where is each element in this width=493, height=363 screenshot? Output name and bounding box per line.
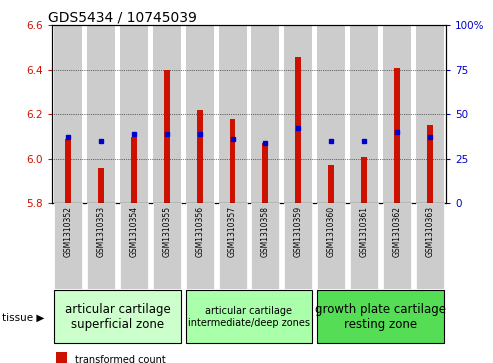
Bar — [350, 25, 378, 203]
Bar — [361, 156, 367, 203]
Bar — [186, 290, 312, 343]
Bar — [164, 70, 170, 203]
Text: articular cartilage
superficial zone: articular cartilage superficial zone — [65, 303, 171, 331]
Text: GSM1310362: GSM1310362 — [392, 206, 401, 257]
Text: GSM1310361: GSM1310361 — [359, 206, 368, 257]
Bar — [295, 57, 301, 203]
Bar — [87, 203, 115, 289]
Text: GSM1310359: GSM1310359 — [294, 206, 303, 257]
Text: GSM1310363: GSM1310363 — [425, 206, 434, 257]
Bar — [120, 25, 148, 203]
Bar — [218, 203, 246, 289]
Text: GSM1310360: GSM1310360 — [327, 206, 336, 257]
Bar — [87, 25, 115, 203]
Bar — [350, 203, 378, 289]
Text: GSM1310353: GSM1310353 — [97, 206, 106, 257]
Bar — [65, 139, 71, 203]
Bar — [186, 25, 213, 203]
Bar — [218, 25, 246, 203]
Text: GSM1310357: GSM1310357 — [228, 206, 237, 257]
Text: growth plate cartilage
resting zone: growth plate cartilage resting zone — [315, 303, 446, 331]
Bar — [120, 203, 148, 289]
Text: GSM1310354: GSM1310354 — [130, 206, 139, 257]
Text: transformed count: transformed count — [74, 355, 165, 363]
Bar — [251, 203, 280, 289]
Bar — [317, 25, 345, 203]
Bar — [54, 25, 82, 203]
Text: GDS5434 / 10745039: GDS5434 / 10745039 — [48, 10, 197, 24]
Bar — [98, 168, 104, 203]
Bar — [262, 143, 268, 203]
Bar — [153, 203, 181, 289]
Bar — [317, 290, 444, 343]
Bar — [230, 119, 236, 203]
Text: GSM1310358: GSM1310358 — [261, 206, 270, 257]
Bar — [153, 25, 181, 203]
Bar — [427, 126, 433, 203]
Bar — [54, 290, 181, 343]
Text: GSM1310352: GSM1310352 — [64, 206, 72, 257]
Text: GSM1310355: GSM1310355 — [162, 206, 171, 257]
Bar — [197, 110, 203, 203]
Bar — [383, 203, 411, 289]
Bar — [251, 25, 280, 203]
Bar — [54, 203, 82, 289]
Bar — [131, 136, 137, 203]
Text: articular cartilage
intermediate/deep zones: articular cartilage intermediate/deep zo… — [188, 306, 310, 327]
Bar — [317, 203, 345, 289]
Bar — [416, 203, 444, 289]
Bar — [328, 166, 334, 203]
Bar — [383, 25, 411, 203]
Bar — [56, 352, 67, 363]
Bar — [416, 25, 444, 203]
Bar — [186, 203, 213, 289]
Text: GSM1310356: GSM1310356 — [195, 206, 204, 257]
Bar — [284, 25, 312, 203]
Bar — [394, 68, 400, 203]
Bar — [284, 203, 312, 289]
Text: tissue ▶: tissue ▶ — [2, 313, 45, 323]
